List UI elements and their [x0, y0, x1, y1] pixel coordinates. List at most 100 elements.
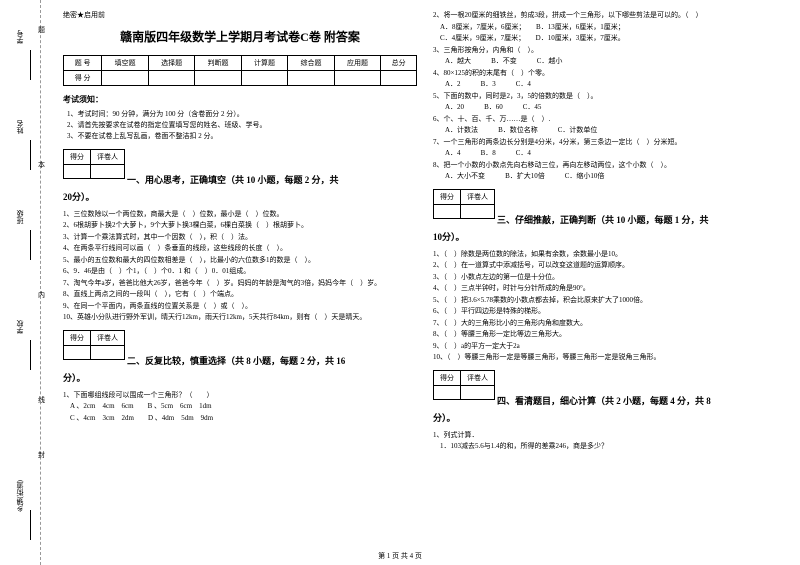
sidebar-underline	[30, 340, 31, 370]
cell-empty	[434, 385, 461, 399]
grade-reviewer: 评卷人	[91, 330, 125, 345]
q-item: 4、80×125的积的末尾有（ ）个零。	[433, 68, 787, 79]
notice-title: 考试须知：	[63, 94, 417, 105]
cell-empty	[64, 164, 91, 178]
opt: A．4	[445, 148, 461, 159]
opt: B．8	[481, 148, 496, 159]
q-item: 5、最小的五位数和最大的四位数相差是（ ），比最小的六位数多1的数是（ ）。	[63, 255, 417, 266]
grade-box: 得分评卷人	[433, 189, 495, 219]
th-total: 总分	[381, 56, 417, 71]
sidebar-label-class: 班级	[15, 210, 25, 224]
fold-line	[40, 0, 41, 565]
q-item: 6、9．46是由（ ）个1，（ ）个0．1 和（ ）0．01组成。	[63, 266, 417, 277]
grade-box: 得分评卷人	[63, 149, 125, 179]
q-options: A．4 B．8 C．4	[433, 148, 787, 159]
opt: A．20	[445, 102, 464, 113]
q-item: 8、直线上两点之间的一段叫（ ），它有（ ）个端点。	[63, 289, 417, 300]
q-item: 7、（ ）大的三角形比小的三角形内角和度数大。	[433, 318, 787, 329]
sidebar-underline	[30, 230, 31, 260]
table-row: 得 分	[64, 71, 417, 86]
opt: C．缩小10倍	[565, 171, 605, 182]
opt: B．数位名称	[498, 125, 538, 136]
opt: B．60	[484, 102, 503, 113]
th-judge: 判断题	[195, 56, 241, 71]
confidential-note: 绝密★启用前	[63, 10, 417, 20]
cell-empty	[461, 385, 495, 399]
section2-title-cont: 分）。	[63, 371, 417, 384]
cell-empty	[148, 71, 194, 86]
cell-empty	[434, 204, 461, 218]
opt: C．45	[523, 102, 542, 113]
opt: C．4	[516, 79, 531, 90]
q-item: C．4厘米，9厘米，7厘米； D．10厘米，3厘米，7厘米。	[433, 33, 787, 44]
sidebar-underline	[30, 50, 31, 80]
sidebar-label-id: 学号	[15, 30, 25, 44]
opt: A．计数法	[445, 125, 478, 136]
q-item: 10、（ ）等腰三角形一定是等腰三角形，等腰三角形一定是锐角三角形。	[433, 352, 787, 363]
th-comp: 综合题	[288, 56, 334, 71]
side-char-4: 封	[38, 450, 45, 460]
q-item: 5、下面的数中，同时是2，3，5的倍数的数是（ ）。	[433, 91, 787, 102]
notice-item: 3、不要在试卷上乱写乱画，卷面不整洁扣 2 分。	[67, 131, 417, 142]
grade-reviewer: 评卷人	[461, 370, 495, 385]
sidebar-label-town: 乡镇(街道)	[15, 480, 25, 513]
opt: C．计数单位	[558, 125, 598, 136]
grade-box: 得分评卷人	[63, 330, 125, 360]
section2-list: 1、下面哪组线段可以围成一个三角形？（ ） A 、2cm 4cm 6cm B 、…	[63, 390, 417, 424]
opt: A．2	[445, 79, 461, 90]
opt: C．4	[516, 148, 531, 159]
cell-empty	[102, 71, 148, 86]
q-item: 7、淘气今年a岁，爸爸比他大26岁，爸爸今年（ ）岁。妈妈的年龄是淘气的3倍，妈…	[63, 278, 417, 289]
section1-list: 1、三位数除以一个两位数，商最大是（ ）位数，最小是（ ）位数。 2、6根胡萝卜…	[63, 209, 417, 323]
grade-score: 得分	[434, 370, 461, 385]
cell-empty	[195, 71, 241, 86]
q-options: A．计数法 B．数位名称 C．计数单位	[433, 125, 787, 136]
cell-empty	[241, 71, 287, 86]
grade-reviewer: 评卷人	[461, 189, 495, 204]
q-options: A．越大B．不变C．越小	[433, 56, 787, 67]
section4-title: 四、看清题目，细心计算（共 2 小题，每题 4 分，共 8	[497, 396, 711, 406]
cell-empty	[334, 71, 380, 86]
q-item: 4、（ ）三点半钟时，时针与分针所成的角是90°。	[433, 283, 787, 294]
section4-list: 1、列式计算． 1．103减去5.6与1.4的和，所得的差乘246，商是多少？	[433, 430, 787, 452]
q-item: 5、（ ）把3.6×5.78乘数的小数点都去掉，积会比原来扩大了1000倍。	[433, 295, 787, 306]
q-item: 8、把一个小数的小数点先向右移动三位，再向左移动两位，这个小数（ ）。	[433, 160, 787, 171]
section3-title-cont: 10分）。	[433, 230, 787, 243]
q-item: 2、将一根20厘米的细铁丝，剪成3段，拼成一个三角形，以下哪些剪法是可以的。（ …	[433, 10, 787, 21]
q-item: A 、2cm 4cm 6cm B 、5cm 6cm 1dm	[63, 401, 417, 412]
cell-empty	[381, 71, 417, 86]
sidebar-label-school: 学校	[15, 320, 25, 334]
cell-empty	[91, 345, 125, 359]
q-item: 6、（ ）平行四边形是特殊的梯形。	[433, 306, 787, 317]
notice-item: 2、请首先按要求在试卷的指定位置填写您的姓名、班级、学号。	[67, 120, 417, 131]
sidebar-underline	[30, 510, 31, 540]
q-item: 1、（ ）除数是两位数的除法，如果有余数，余数最小是10。	[433, 249, 787, 260]
q-item: 9、（ ）a的平方一定大于2a	[433, 341, 787, 352]
th-num: 题 号	[64, 56, 102, 71]
q-item: 10、英雄小分队进行野外军训，晴天行12km，雨天行12km，5天共行84km，…	[63, 312, 417, 323]
q-item: 2、6根胡萝卜换2个大萝卜，9个大萝卜换3棵白菜，6棵白菜换（ ）根胡萝卜。	[63, 220, 417, 231]
binding-sidebar: 学号 题 姓名 本 班级 内 学校 线 封 乡镇(街道)	[0, 0, 50, 565]
exam-title: 赣南版四年级数学上学期月考试卷C卷 附答案	[63, 28, 417, 45]
th-choice: 选择题	[148, 56, 194, 71]
sidebar-underline	[30, 140, 31, 170]
row-label: 得 分	[64, 71, 102, 86]
notice-list: 1、考试时间：90 分钟，满分为 100 分（含卷面分 2 分）。 2、请首先按…	[67, 109, 417, 143]
page-footer: 第 1 页 共 4 页	[0, 551, 800, 561]
col2-top-list: 2、将一根20厘米的细铁丝，剪成3段，拼成一个三角形，以下哪些剪法是可以的。（ …	[433, 10, 787, 182]
section3-list: 1、（ ）除数是两位数的除法，如果有余数，余数最小是10。 2、（ ）在一道算式…	[433, 249, 787, 363]
sidebar-label-name: 姓名	[15, 120, 25, 134]
opt: A．大小不变	[445, 171, 485, 182]
side-char-2: 内	[38, 290, 45, 300]
column-left: 绝密★启用前 赣南版四年级数学上学期月考试卷C卷 附答案 题 号 填空题 选择题…	[55, 10, 425, 555]
q-item: 3、计算一个乘法算式时，其中一个因数（ ），积（ ）法。	[63, 232, 417, 243]
grade-score: 得分	[64, 149, 91, 164]
q-item: 9、在同一个平面内，两条直线的位置关系是（ ）或（ ）。	[63, 301, 417, 312]
q-item: 1．103减去5.6与1.4的和，所得的差乘246，商是多少？	[433, 441, 787, 452]
section3-title: 三、仔细推敲，正确判断（共 10 小题，每题 1 分，共	[497, 215, 709, 225]
q-item: 8、（ ）等腰三角形一定比等边三角形大。	[433, 329, 787, 340]
grade-box: 得分评卷人	[433, 370, 495, 400]
q-item: 6、个、十、百、千、万……是（ ）.	[433, 114, 787, 125]
cell-empty	[461, 204, 495, 218]
cell-empty	[288, 71, 334, 86]
